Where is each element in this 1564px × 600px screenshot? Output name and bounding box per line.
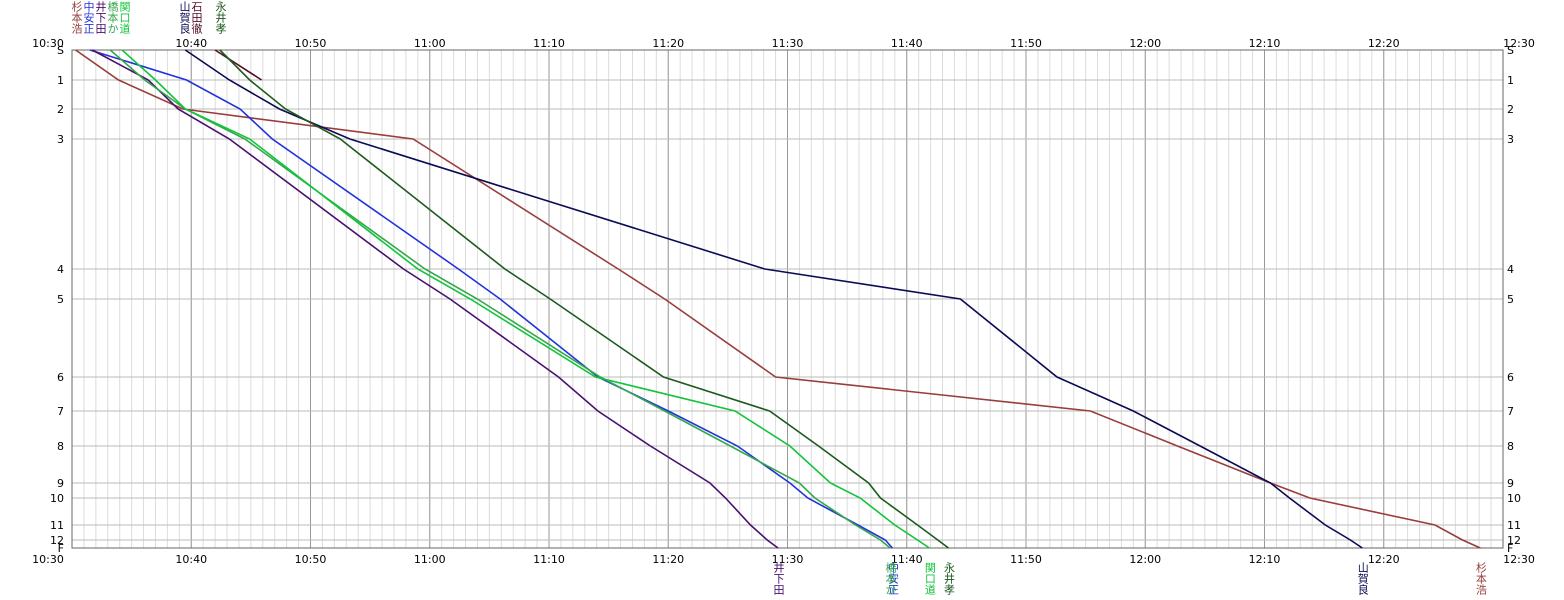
station-label-right: 9 [1507,477,1514,490]
station-label-left: 8 [57,440,64,453]
station-label-left: F [58,542,64,555]
finish-label: 永井孝 [942,562,956,595]
station-label-right: 5 [1507,293,1514,306]
station-label-left: 11 [50,519,64,532]
x-tick-label-top: 11:50 [1010,37,1042,50]
x-tick-label-top: 12:10 [1249,37,1281,50]
x-tick-label-bottom: 11:40 [891,553,923,566]
x-tick-label-bottom: 12:10 [1249,553,1281,566]
station-label-right: 7 [1507,405,1514,418]
station-label-left: 4 [57,263,64,276]
x-tick-label-top: 10:50 [295,37,327,50]
x-tick-label-bottom: 10:50 [295,553,327,566]
station-label-right: F [1507,542,1513,555]
station-label-left: 2 [57,103,64,116]
series-line [184,49,1363,549]
station-label-right: 8 [1507,440,1514,453]
legend-entry: 永井孝 [214,1,227,34]
x-tick-label-bottom: 11:50 [1010,553,1042,566]
station-label-left: 12 [50,534,64,547]
station-label-right: S [1507,44,1514,57]
series-line [214,49,263,81]
legend-entry: 杉本浩 [70,1,83,34]
series-line [121,49,930,549]
legend-entry: 橋本か [106,1,119,34]
x-tick-label-bottom: 11:10 [533,553,565,566]
x-tick-label-bottom: 12:30 [1503,553,1535,566]
finish-label: 中安正 [886,562,900,595]
series-line [75,49,1481,549]
station-label-right: 4 [1507,263,1514,276]
series-line [91,49,779,549]
x-tick-label-top: 12:00 [1129,37,1161,50]
series-line [219,49,949,549]
legend-entry: 中安正 [82,1,95,34]
station-label-right: 11 [1507,519,1521,532]
x-tick-label-bottom: 11:00 [414,553,446,566]
x-tick-label-bottom: 10:30 [32,553,64,566]
finish-label: 山賀良 [1356,562,1370,595]
x-tick-label-top: 12:20 [1368,37,1400,50]
x-tick-label-bottom: 11:30 [772,553,804,566]
station-label-left: 1 [57,74,64,87]
plot-border [71,49,1504,549]
finish-label: 橋本か [884,562,898,595]
x-tick-label-bottom: 12:00 [1129,553,1161,566]
station-label-right: 12 [1507,534,1521,547]
x-tick-label-top: 11:00 [414,37,446,50]
finish-label: 杉本浩 [1474,562,1488,595]
station-label-left: 10 [50,492,64,505]
x-tick-label-top: 10:30 [32,37,64,50]
station-label-right: 6 [1507,371,1514,384]
station-label-left: 7 [57,405,64,418]
station-label-right: 10 [1507,492,1521,505]
finish-label: 関口道 [923,562,937,595]
x-tick-label-bottom: 11:20 [652,553,684,566]
station-label-left: 3 [57,133,64,146]
station-label-left: S [57,44,64,57]
x-tick-label-bottom: 12:20 [1368,553,1400,566]
x-tick-label-top: 11:10 [533,37,565,50]
station-label-right: 2 [1507,103,1514,116]
station-label-left: 6 [57,371,64,384]
x-tick-label-top: 11:20 [652,37,684,50]
x-tick-label-top: 11:40 [891,37,923,50]
x-tick-label-top: 11:30 [772,37,804,50]
station-label-left: 5 [57,293,64,306]
legend-entry: 山賀良 [178,1,191,34]
legend-entry: 石田徹 [190,1,203,34]
legend-entry: 井下田 [94,1,107,34]
station-label-right: 1 [1507,74,1514,87]
x-tick-label-top: 10:40 [175,37,207,50]
legend-entry: 関口道 [118,1,131,34]
x-tick-label-bottom: 10:40 [175,553,207,566]
station-label-left: 9 [57,477,64,490]
station-label-right: 3 [1507,133,1514,146]
finish-label: 井下田 [771,562,785,595]
x-tick-label-top: 12:30 [1503,37,1535,50]
